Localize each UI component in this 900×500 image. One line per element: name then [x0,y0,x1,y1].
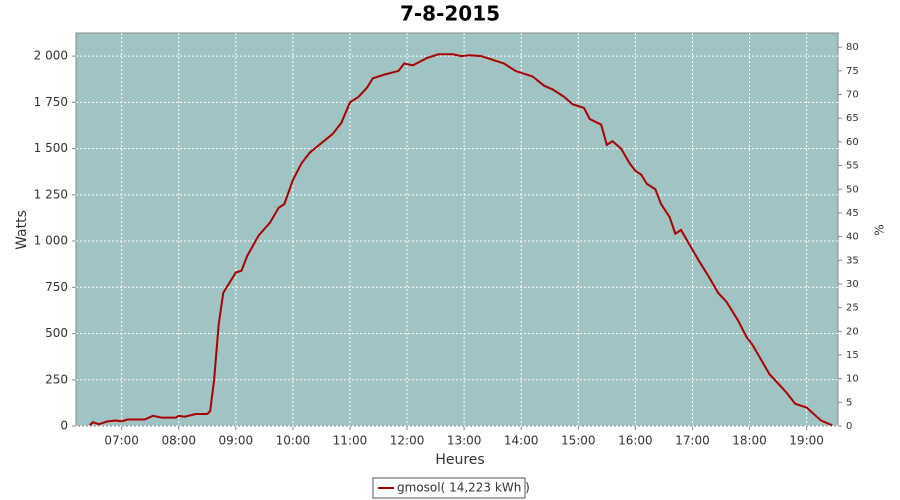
y-tick-label: 1 750 [34,95,68,109]
legend-label: gmosol( 14,223 kWh ) [397,481,530,495]
plot-area [75,32,839,427]
y2-tick-label: 35 [846,255,859,266]
x-tick-label: 11:00 [333,434,368,448]
x-axis-title: Heures [435,452,484,468]
x-tick-label: 12:00 [390,434,425,448]
y2-axis-title: % [873,224,887,235]
x-tick-label: 19:00 [789,434,824,448]
y2-tick-label: 10 [846,374,859,385]
y2-tick-label: 40 [846,232,859,243]
x-tick-label: 09:00 [219,434,254,448]
y2-tick-label: 5 [846,397,852,408]
y2-tick-label: 55 [846,161,859,172]
y2-tick-label: 45 [846,208,859,219]
y-tick-label: 750 [45,280,68,294]
y2-tick-label: 80 [846,42,859,53]
y2-tick-label: 0 [846,421,852,432]
y-tick-label: 1 000 [34,234,68,248]
y-axis-title: Watts [14,210,30,250]
y2-tick-label: 70 [846,90,859,101]
y2-tick-label: 75 [846,66,859,77]
x-tick-label: 15:00 [561,434,596,448]
y-tick-label: 2 000 [34,49,68,63]
y2-tick-label: 30 [846,279,859,290]
x-tick-label: 16:00 [618,434,653,448]
x-tick-label: 08:00 [161,434,196,448]
x-tick-label: 13:00 [447,434,482,448]
y-tick-label: 500 [45,326,68,340]
y-tick-label: 0 [60,419,68,433]
x-tick-label: 14:00 [504,434,539,448]
data-line [89,53,833,427]
y2-tick-label: 25 [846,303,859,314]
x-tick-label: 10:00 [276,434,311,448]
y-tick-label: 1 250 [34,187,68,201]
x-tick-label: 17:00 [675,434,710,448]
y2-tick-label: 60 [846,137,859,148]
legend-box [372,477,526,499]
x-tick-label: 07:00 [104,434,139,448]
y2-tick-label: 50 [846,184,859,195]
y2-tick-label: 20 [846,326,859,337]
y2-tick-label: 65 [846,113,859,124]
chart-title: 7-8-2015 [400,2,500,26]
x-tick-label: 18:00 [732,434,767,448]
y-tick-label: 1 500 [34,141,68,155]
y-tick-label: 250 [45,372,68,386]
y2-tick-label: 15 [846,350,859,361]
